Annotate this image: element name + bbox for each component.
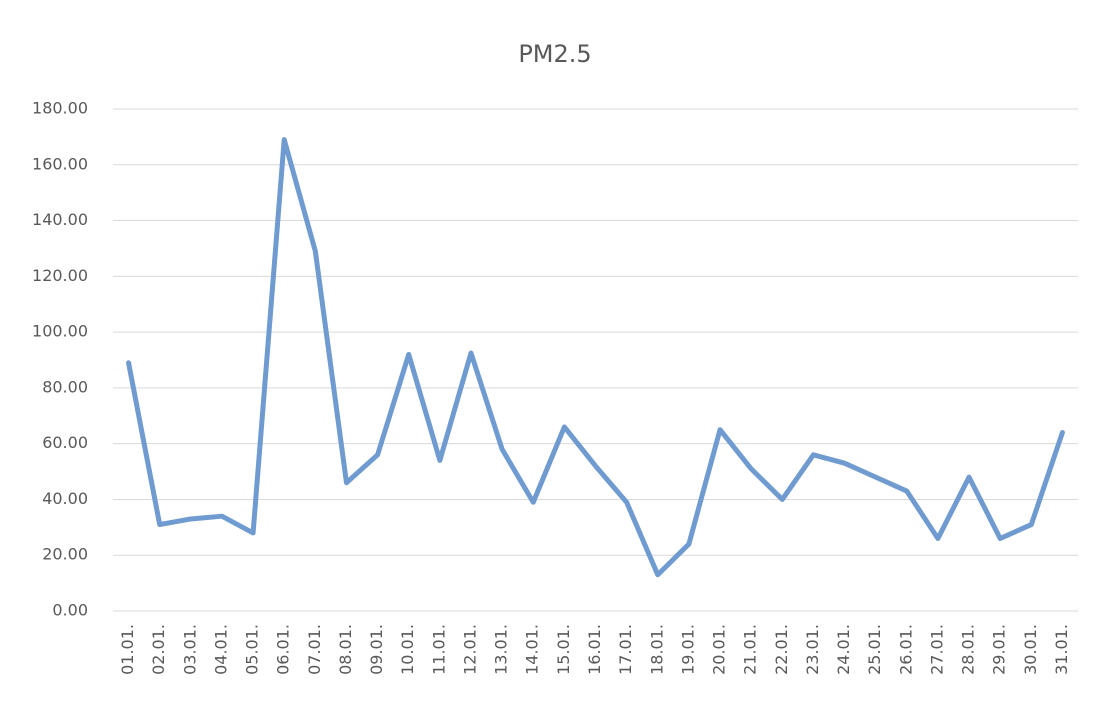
x-tick-label: 24.01. (834, 624, 853, 675)
x-tick-label: 25.01. (865, 624, 884, 675)
x-tick-label: 30.01. (1021, 624, 1040, 675)
x-tick-label: 11.01. (429, 624, 448, 675)
x-tick-label: 19.01. (678, 624, 697, 675)
x-tick-label: 12.01. (460, 624, 479, 675)
x-tick-label: 10.01. (398, 624, 417, 675)
y-tick-label: 120.00 (32, 266, 88, 285)
x-tick-label: 08.01. (336, 624, 355, 675)
y-tick-label: 40.00 (42, 489, 88, 508)
y-tick-label: 100.00 (32, 322, 88, 341)
x-tick-label: 28.01. (959, 624, 978, 675)
x-tick-label: 29.01. (990, 624, 1009, 675)
chart-title: PM2.5 (518, 40, 591, 68)
y-tick-label: 160.00 (32, 154, 88, 173)
x-tick-label: 05.01. (243, 624, 262, 675)
x-tick-label: 02.01. (149, 624, 168, 675)
x-tick-label: 15.01. (554, 624, 573, 675)
x-tick-label: 26.01. (896, 624, 915, 675)
line-series (126, 137, 1065, 578)
x-tick-label: 22.01. (772, 624, 791, 675)
x-tick-label: 03.01. (180, 624, 199, 675)
x-tick-label: 18.01. (647, 624, 666, 675)
y-tick-label: 0.00 (52, 601, 88, 620)
x-tick-label: 06.01. (274, 624, 293, 675)
x-tick-label: 31.01. (1052, 624, 1071, 675)
x-tick-label: 17.01. (616, 624, 635, 675)
x-tick-label: 07.01. (305, 624, 324, 675)
x-tick-label: 23.01. (803, 624, 822, 675)
x-tick-label: 14.01. (523, 624, 542, 675)
x-tick-label: 13.01. (492, 624, 511, 675)
x-tick-label: 20.01. (710, 624, 729, 675)
x-tick-label: 27.01. (927, 624, 946, 675)
x-tick-label: 09.01. (367, 624, 386, 675)
y-tick-label: 80.00 (42, 377, 88, 396)
y-tick-label: 140.00 (32, 210, 88, 229)
y-tick-label: 60.00 (42, 433, 88, 452)
x-tick-label: 16.01. (585, 624, 604, 675)
x-tick-label: 01.01. (118, 624, 137, 675)
x-tick-label: 04.01. (211, 624, 230, 675)
x-tick-label: 21.01. (741, 624, 760, 675)
y-tick-label: 20.00 (42, 545, 88, 564)
y-tick-label: 180.00 (32, 99, 88, 118)
